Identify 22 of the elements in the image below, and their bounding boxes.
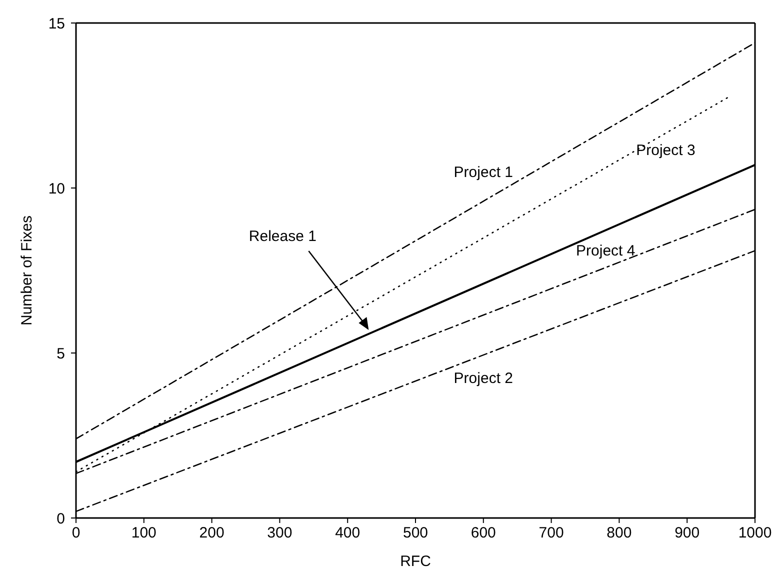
- y-tick-label: 10: [48, 180, 65, 198]
- x-tick-label: 500: [402, 524, 428, 542]
- x-tick-label: 100: [131, 524, 156, 542]
- x-tick-label: 0: [72, 524, 80, 542]
- series-label: Project 1: [454, 164, 513, 182]
- x-tick-label: 1000: [738, 524, 772, 542]
- x-tick-label: 600: [470, 524, 496, 542]
- annotation: Release 1: [248, 228, 316, 245]
- series-label: Project 3: [636, 142, 696, 160]
- x-axis-title: RFC: [400, 553, 432, 570]
- series-label: Project 2: [454, 370, 513, 387]
- x-tick-label: 300: [267, 524, 292, 542]
- x-tick-label: 400: [335, 524, 360, 542]
- x-tick-label: 700: [538, 524, 564, 542]
- series-label: Project 4: [576, 242, 636, 260]
- y-axis-title: Number of Fixes: [18, 215, 36, 326]
- y-tick-label: 5: [56, 345, 65, 362]
- y-tick-label: 0: [56, 510, 65, 528]
- y-tick-label: 15: [48, 15, 65, 32]
- x-tick-label: 900: [674, 524, 700, 542]
- x-tick-label: 800: [606, 524, 632, 542]
- x-tick-label: 200: [199, 524, 224, 542]
